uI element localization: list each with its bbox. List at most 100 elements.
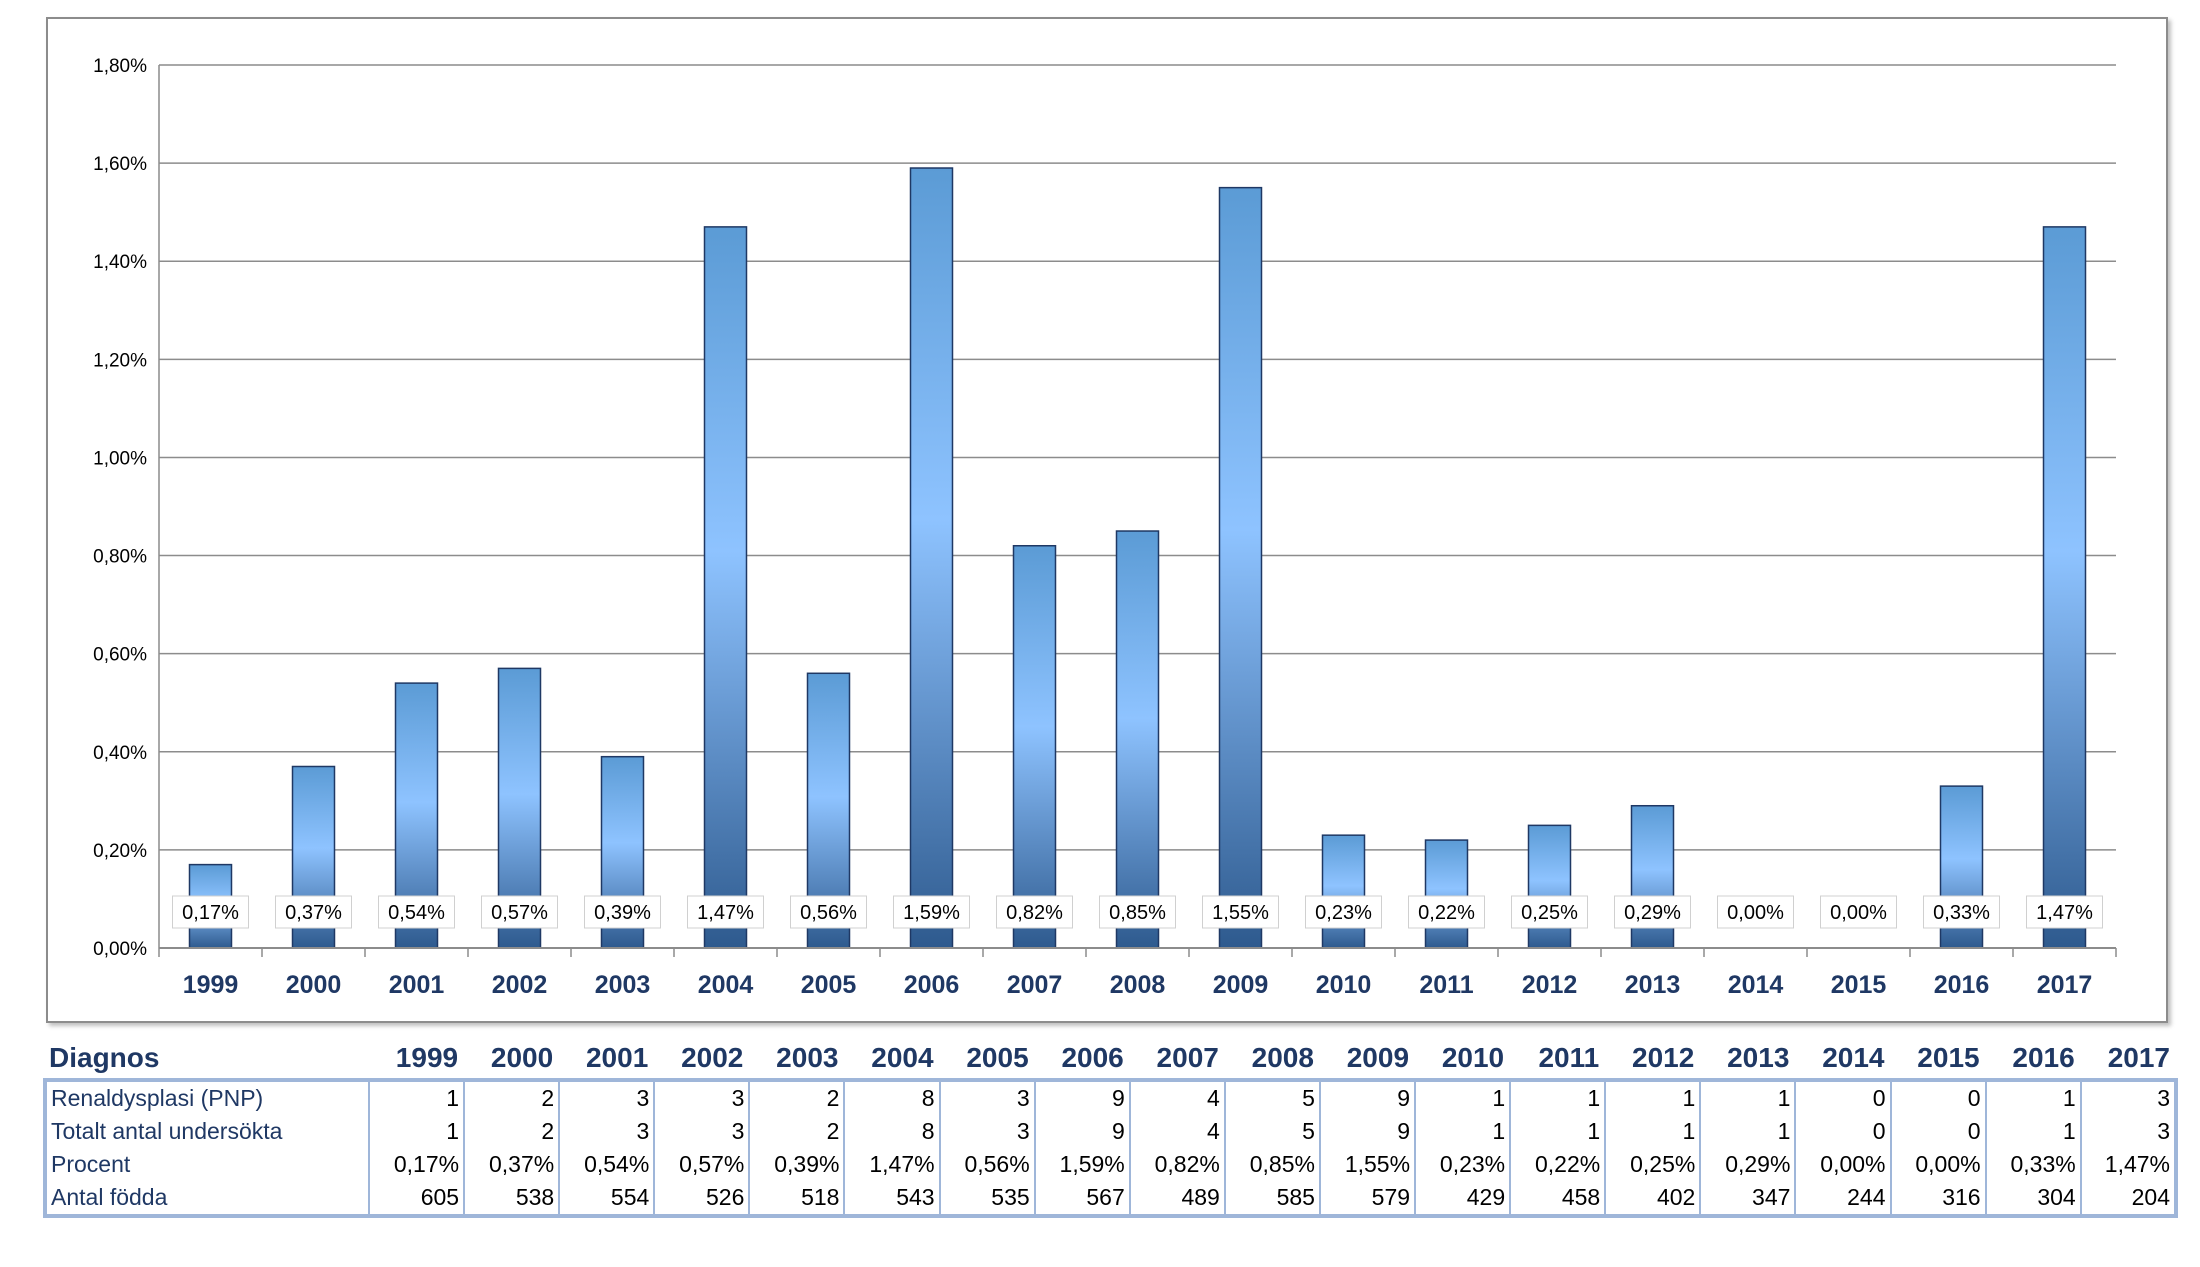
table-cell: 2 <box>748 1115 846 1148</box>
data-label: 1,47% <box>2036 902 2093 924</box>
table-cell: 0,17% <box>367 1148 466 1181</box>
table-cell: 244 <box>1794 1181 1892 1218</box>
x-tick-label: 2011 <box>1419 971 1473 999</box>
bar <box>1527 824 1572 949</box>
data-label: 0,54% <box>388 902 445 924</box>
x-tick-label: 1999 <box>183 971 239 999</box>
table-header-year: 1999 <box>395 1042 459 1073</box>
table-cell: 3 <box>2079 1115 2179 1148</box>
data-label-box <box>996 895 1073 929</box>
table-cell: 579 <box>1318 1181 1417 1218</box>
table-cell: 0 <box>1889 1078 1987 1115</box>
chart-area: 0,00% 0,20% 0,40% 0,60% 0,80% 1,00% 1,20% 1,40%… <box>46 17 2168 1023</box>
table-cell: 543 <box>843 1181 941 1218</box>
table-header-year: 2014 <box>1822 1042 1885 1073</box>
table-cell: 3 <box>938 1115 1036 1148</box>
y-tick-label: 0,20% <box>93 841 147 862</box>
table-header-label: Diagnos <box>49 1042 160 1073</box>
table-header-year: 2015 <box>1917 1042 1980 1073</box>
x-tick-label: 2005 <box>801 971 857 999</box>
table-cell: 0,82% <box>1128 1148 1226 1181</box>
bar <box>1218 186 1263 949</box>
row-label: Totalt antal undersökta <box>43 1115 370 1148</box>
table-cell: 347 <box>1699 1181 1797 1218</box>
row-label: Renaldysplasi (PNP) <box>43 1078 370 1115</box>
x-tick-label: 2003 <box>595 971 651 999</box>
bar <box>1115 530 1160 949</box>
table-header-year: 2003 <box>776 1042 839 1073</box>
x-tick-label: 2010 <box>1316 971 1372 999</box>
table-cell: 0 <box>1794 1115 1892 1148</box>
table-cell: 8 <box>843 1115 941 1148</box>
table-cell: 0,00% <box>1794 1148 1892 1181</box>
data-label: 0,17% <box>182 902 239 924</box>
table-cell: 0,54% <box>558 1148 656 1181</box>
table-cell: 4 <box>1128 1078 1226 1115</box>
table-cell: 0,23% <box>1414 1148 1512 1181</box>
data-label: 0,85% <box>1109 902 1166 924</box>
data-label: 0,00% <box>1830 902 1887 924</box>
table-cell: 2 <box>463 1078 561 1115</box>
table-row: Totalt antal undersökta 1 2 3 3 2 8 3 9 4 5 9 1 1 1 1 0 0… <box>43 1115 2179 1148</box>
table-cell: 1,47% <box>2079 1148 2179 1181</box>
table-cell: 2 <box>463 1115 561 1148</box>
y-tick-label: 1,20% <box>93 350 147 371</box>
x-tick-label: 2013 <box>1625 971 1681 999</box>
data-label-box <box>1820 895 1897 929</box>
table-cell: 2 <box>748 1078 846 1115</box>
table-cell: 1 <box>367 1115 466 1148</box>
table-cell: 535 <box>938 1181 1036 1218</box>
table-cell: 0,39% <box>748 1148 846 1181</box>
y-tick-label: 0,80% <box>93 547 147 568</box>
table-row: Renaldysplasi (PNP) 1 2 3 3 2 8 3 9 4 5 9 1 1 1 1 0 0 1 3 <box>43 1078 2179 1115</box>
table-cell: 0,29% <box>1699 1148 1797 1181</box>
table-header-year: 2004 <box>871 1042 934 1073</box>
data-label-box <box>1614 895 1691 929</box>
table-row: Procent 0,17% 0,37% 0,54% 0,57% 0,39% 1,47% 0,5… <box>43 1148 2179 1181</box>
data-label: 1,59% <box>903 902 960 924</box>
bar <box>2042 226 2087 949</box>
table-cell: 1 <box>1984 1078 2082 1115</box>
table-cell: 458 <box>1509 1181 1607 1218</box>
table-header-row: Diagnos 1999 2000 2001 2002 2003 2004 2005 2006 2… <box>45 1038 2176 1080</box>
data-label: 0,29% <box>1624 902 1681 924</box>
table-header-year: 2006 <box>1061 1042 1124 1073</box>
data-label-box <box>584 895 661 929</box>
y-tick-label: 1,60% <box>93 154 147 175</box>
table-cell: 8 <box>843 1078 941 1115</box>
data-label: 0,37% <box>285 902 342 924</box>
table-cell: 1,59% <box>1033 1148 1131 1181</box>
table-cell: 3 <box>558 1115 656 1148</box>
data-label-box <box>1305 895 1382 929</box>
x-tick-label: 2000 <box>286 971 342 999</box>
x-tick-label: 2007 <box>1007 971 1063 999</box>
table-cell: 0,37% <box>463 1148 561 1181</box>
table-header-year: 2002 <box>681 1042 744 1073</box>
table-cell: 3 <box>653 1078 751 1115</box>
data-label-box <box>1923 895 2000 929</box>
data-label: 0,23% <box>1315 902 1372 924</box>
table-cell: 5 <box>1223 1115 1321 1148</box>
table-cell: 204 <box>2079 1181 2179 1218</box>
data-label-box <box>1717 895 1794 929</box>
x-tick-label: 2008 <box>1110 971 1166 999</box>
table-cell: 538 <box>463 1181 561 1218</box>
bar <box>703 226 748 949</box>
data-table: Diagnos 1999 2000 2001 2002 2003 2004 2005 2006 2… <box>43 1038 2179 1218</box>
table-header-year: 2017 <box>2107 1042 2170 1073</box>
x-tick-label: 2004 <box>698 971 754 999</box>
table-cell: 1 <box>1984 1115 2082 1148</box>
table-header-year: 2013 <box>1727 1042 1790 1073</box>
table-cell: 1 <box>1509 1078 1607 1115</box>
table-cell: 3 <box>558 1078 656 1115</box>
table-header-year: 2001 <box>585 1042 649 1073</box>
y-tick-label: 0,60% <box>93 645 147 666</box>
table-cell: 1,47% <box>843 1148 941 1181</box>
table-cell: 316 <box>1889 1181 1987 1218</box>
y-tick-label: 1,40% <box>93 252 147 273</box>
data-label-box <box>1099 895 1176 929</box>
x-tick-label: 2002 <box>492 971 548 999</box>
data-label: 0,25% <box>1521 902 1578 924</box>
table-header-year: 2005 <box>966 1042 1029 1073</box>
data-label-box <box>1202 895 1279 929</box>
